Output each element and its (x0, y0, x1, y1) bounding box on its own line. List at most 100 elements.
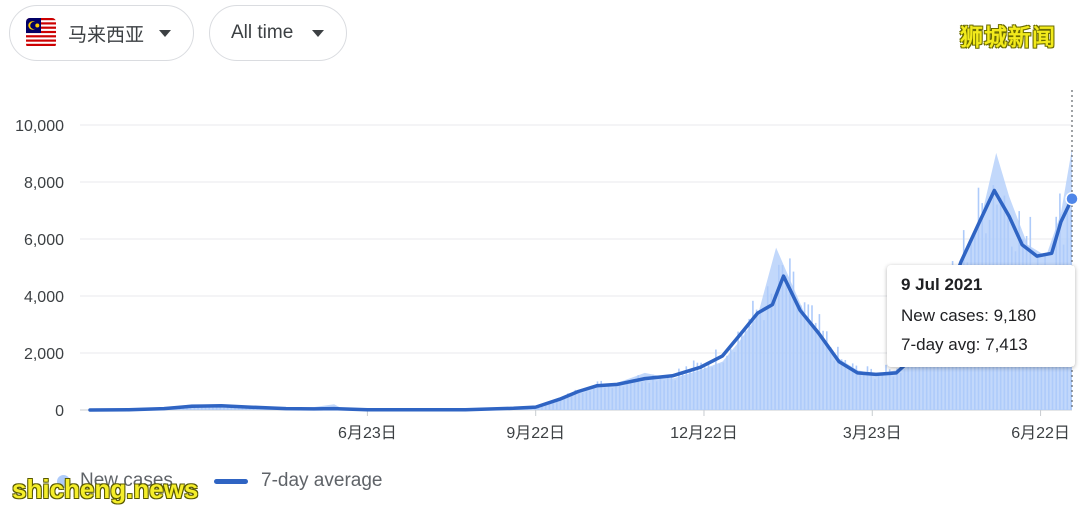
new-cases-bar (678, 368, 680, 410)
new-cases-bar (726, 355, 728, 410)
new-cases-bar (589, 391, 591, 410)
new-cases-bar (781, 265, 784, 410)
new-cases-bar (840, 359, 843, 410)
time-range-label: All time (231, 22, 294, 43)
new-cases-bar (556, 399, 558, 410)
tooltip-date: 9 Jul 2021 (901, 275, 983, 294)
new-cases-bar (600, 380, 602, 410)
new-cases-bar (223, 405, 225, 410)
tooltip-avg-label: 7-day avg: (901, 335, 986, 354)
country-label: 马来西亚 (68, 24, 145, 46)
x-tick-label: 6月23日 (338, 425, 397, 442)
new-cases-bar (737, 331, 739, 410)
time-range-dropdown[interactable]: All time (209, 5, 347, 61)
new-cases-bar (544, 404, 547, 410)
new-cases-bar (900, 372, 902, 410)
new-cases-bar (778, 264, 780, 410)
new-cases-bar (707, 363, 710, 410)
cases-chart[interactable]: 0 2,000 4,000 6,000 8,000 10,000 6月23日 9月22日 12… (0, 0, 1080, 470)
new-cases-bar (922, 345, 924, 410)
new-cases-bar (877, 374, 880, 410)
new-cases-bar (630, 383, 632, 410)
new-cases-bar (219, 406, 222, 410)
new-cases-bar (607, 383, 610, 410)
new-cases-bar (874, 378, 876, 410)
new-cases-bar (800, 305, 802, 410)
new-cases-bar (626, 382, 628, 410)
new-cases-bar (696, 362, 699, 410)
new-cases-bar (641, 382, 643, 410)
new-cases-bar (670, 375, 673, 410)
new-cases-bar (811, 305, 813, 410)
new-cases-bar (552, 402, 554, 410)
y-tick-label: 2,000 (24, 346, 64, 363)
legend-new-cases[interactable]: New cases (57, 470, 173, 492)
new-cases-bar (855, 365, 858, 410)
new-cases-bar (792, 271, 795, 410)
new-cases-bar (885, 364, 887, 410)
new-cases-bar (866, 366, 869, 410)
new-cases-bar (755, 309, 758, 410)
new-cases-bar (689, 371, 691, 410)
new-cases-bar (918, 339, 921, 410)
new-cases-bar (729, 348, 732, 410)
new-cases-bar (563, 396, 565, 410)
new-cases-bar (752, 300, 754, 410)
tooltip-avg-row: 7-day avg: 7,413 (901, 335, 1061, 355)
new-cases-bar (814, 322, 817, 410)
tooltip-avg-value: 7,413 (985, 335, 1028, 354)
new-cases-bar (201, 406, 203, 410)
legend-seven-day-average[interactable]: 7-day average (214, 470, 382, 492)
y-tick-label: 10,000 (15, 118, 64, 135)
new-cases-bar (596, 381, 599, 410)
new-cases-bar (837, 346, 839, 410)
new-cases-bar (212, 406, 214, 410)
new-cases-bar (748, 318, 750, 410)
new-cases-bar (903, 369, 906, 410)
new-cases-bar (208, 405, 210, 410)
new-cases-bar (892, 376, 895, 410)
new-cases-bar (925, 352, 928, 410)
new-cases-bar (863, 372, 865, 410)
new-cases-bar (914, 363, 917, 410)
new-cases-bar (711, 367, 713, 410)
x-axis-labels: 6月23日 9月22日 12月22日 3月23日 6月22日 (338, 425, 1070, 442)
new-cases-bar (567, 393, 569, 410)
new-cases-bar (733, 351, 736, 410)
malaysia-flag-icon (26, 18, 56, 48)
new-cases-bar (715, 349, 717, 410)
new-cases-bar (851, 363, 854, 410)
y-tick-label: 0 (55, 403, 64, 420)
new-cases-bar (237, 406, 240, 410)
new-cases-bar (722, 362, 725, 410)
new-cases-bar (685, 366, 688, 410)
new-cases-bar (215, 405, 218, 410)
new-cases-bar (763, 320, 765, 410)
chevron-down-icon (312, 30, 324, 37)
new-cases-bar (870, 368, 872, 410)
watermark-bottom: shicheng.news (12, 474, 199, 504)
new-cases-bar (826, 331, 828, 410)
hover-tooltip: 9 Jul 2021 New cases: 9,180 7-day avg: 7… (887, 265, 1075, 367)
new-cases-bar (241, 407, 244, 410)
new-cases-bar (881, 372, 884, 410)
new-cases-bar (896, 368, 898, 410)
new-cases-bar (604, 387, 606, 410)
new-cases-bar (615, 385, 617, 410)
country-dropdown[interactable]: 马来西亚 (9, 5, 194, 61)
new-cases-bar (807, 304, 810, 410)
y-tick-label: 8,000 (24, 175, 64, 192)
new-cases-bar (789, 258, 791, 410)
new-cases-bar (637, 375, 639, 410)
new-cases-bar (574, 389, 577, 410)
new-cases-bar (186, 407, 188, 410)
new-cases-bar (700, 362, 702, 410)
new-cases-bar (833, 360, 835, 410)
hover-marker[interactable] (1065, 191, 1079, 206)
new-cases-bar (559, 397, 562, 410)
new-cases-bar (741, 331, 743, 410)
new-cases-bar (585, 391, 588, 410)
new-cases-bar (822, 330, 824, 410)
new-cases-bar (570, 395, 573, 410)
x-tick-label: 12月22日 (670, 425, 738, 442)
